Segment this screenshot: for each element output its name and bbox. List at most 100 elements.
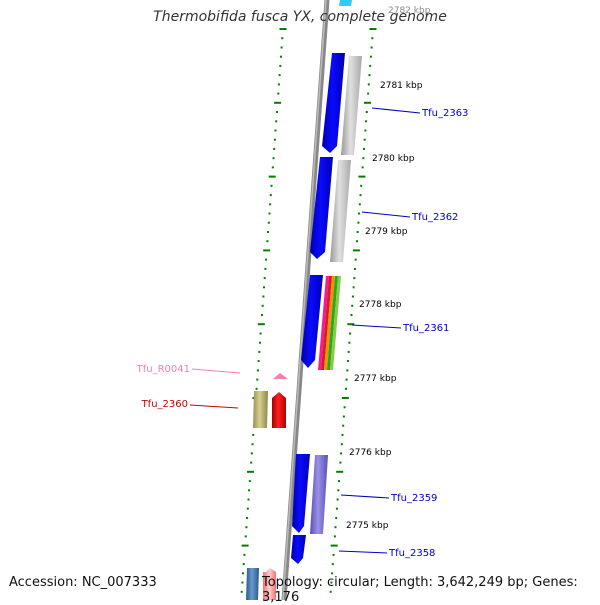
right-track-mark: [335, 517, 338, 519]
right-track-mark: [330, 581, 333, 584]
right-track-mark: [350, 314, 353, 316]
left-track-mark: [271, 166, 274, 169]
left-track-mark: [277, 92, 280, 95]
left-track-mark: [274, 129, 277, 132]
right-track-mark: [342, 424, 345, 427]
gene-label-tfu-2358[interactable]: Tfu_2358: [388, 548, 435, 559]
left-track-mark: [280, 46, 283, 49]
left-track-mark: [240, 590, 243, 593]
gene-feature-tfu-2362-gray: [330, 160, 351, 262]
left-track-mark: [266, 240, 269, 243]
right-track-mark: [363, 138, 366, 141]
right-track-mark: [332, 553, 335, 556]
left-track-mark: [274, 101, 282, 104]
right-track-mark: [336, 498, 339, 501]
right-track-mark: [365, 111, 368, 113]
right-track-mark: [362, 157, 365, 160]
right-track-mark: [369, 64, 372, 67]
left-track-mark: [261, 304, 264, 307]
leader-tfu-2360: [189, 404, 239, 409]
partial-feature-top: [339, 0, 352, 6]
right-track-mark: [361, 166, 364, 169]
left-track-mark: [246, 507, 249, 510]
gene-label-tfu-2362[interactable]: Tfu_2362: [411, 212, 458, 223]
left-track-mark: [257, 323, 265, 326]
left-track-mark: [255, 387, 258, 390]
gene-label-tfu-2360[interactable]: Tfu_2360: [141, 399, 188, 410]
left-track-mark: [262, 295, 265, 298]
right-track-mark: [367, 83, 370, 86]
left-track-mark: [248, 480, 251, 483]
gene-label-tfu-2363[interactable]: Tfu_2363: [421, 108, 468, 119]
right-track-mark: [356, 240, 358, 243]
left-track-mark: [257, 360, 260, 363]
gene-arrow-tfu-2361[interactable]: [301, 275, 323, 368]
left-track-mark: [273, 147, 276, 150]
right-track-mark: [369, 55, 372, 58]
leader-tfu-2359: [340, 494, 390, 499]
right-track-mark: [358, 203, 361, 206]
gene-arrow-tfu-2359[interactable]: [292, 454, 310, 533]
accession-text: Accession: NC_007333: [9, 575, 157, 590]
gene-arrow-tfu-2360[interactable]: [272, 392, 286, 428]
left-track-mark: [258, 350, 261, 353]
right-track-mark: [354, 267, 356, 270]
gene-label-tfu-2359[interactable]: Tfu_2359: [390, 493, 437, 504]
gene-label-tfu-r0041[interactable]: Tfu_R0041: [136, 364, 190, 375]
leader-tfu-2363: [371, 107, 421, 114]
left-track-mark: [277, 83, 280, 86]
right-track-mark: [371, 37, 374, 40]
right-track-mark: [345, 378, 348, 381]
right-track-mark: [363, 147, 365, 150]
leader-tfu-2358: [338, 550, 388, 554]
gene-marker-tfu-r0041[interactable]: [273, 373, 288, 379]
map-title: Thermobifida fusca YX, complete genome: [153, 9, 447, 25]
gene-arrow-tfu-2362[interactable]: [310, 157, 333, 259]
gene-feature-tfu-2361-multicolor: [318, 276, 341, 370]
left-track-mark: [272, 157, 275, 160]
right-track-mark: [358, 175, 366, 178]
right-track-mark: [360, 184, 363, 187]
right-track-mark: [331, 563, 334, 566]
leader-tfu-2362: [361, 211, 411, 218]
genome-backbone-highlight: [282, 0, 327, 600]
left-track-mark: [247, 498, 250, 501]
left-track-mark: [259, 332, 262, 335]
gene-feature-tfu-2360-khaki: [253, 391, 268, 428]
right-track-mark: [331, 572, 334, 575]
left-track-mark: [261, 314, 263, 316]
right-track-mark: [334, 526, 337, 529]
right-track-mark: [342, 415, 345, 418]
left-track-mark: [243, 553, 246, 556]
gene-label-tfu-2361[interactable]: Tfu_2361: [402, 323, 449, 334]
gene-arrow-tfu-2363[interactable]: [322, 53, 345, 153]
right-track-mark: [370, 46, 373, 49]
left-track-mark: [248, 489, 251, 492]
left-track-mark: [273, 138, 276, 141]
right-track-mark: [351, 304, 354, 307]
gene-feature-tfu-2359-purple: [310, 455, 328, 534]
left-track-mark: [263, 249, 271, 252]
right-track-mark: [357, 221, 360, 224]
right-tick-track: [329, 28, 377, 593]
left-track-mark: [259, 341, 261, 344]
right-track-mark: [352, 249, 360, 252]
left-track-mark: [275, 120, 278, 123]
left-track-mark: [246, 517, 249, 519]
right-track-mark: [367, 92, 370, 95]
partial-feature-bottom-blue: [246, 568, 259, 600]
right-track-mark: [354, 258, 357, 261]
gene-arrow-tfu-2358[interactable]: [291, 535, 306, 564]
right-track-mark: [335, 507, 338, 510]
gene-feature-tfu-2363-gray: [341, 56, 362, 155]
left-track-mark: [269, 203, 272, 206]
right-track-mark: [348, 341, 351, 344]
right-track-mark: [347, 323, 355, 326]
left-track-mark: [267, 231, 270, 233]
right-track-mark: [369, 28, 377, 30]
right-track-mark: [351, 295, 354, 298]
right-track-mark: [329, 590, 332, 593]
right-track-mark: [353, 277, 356, 280]
right-track-mark: [349, 332, 352, 335]
